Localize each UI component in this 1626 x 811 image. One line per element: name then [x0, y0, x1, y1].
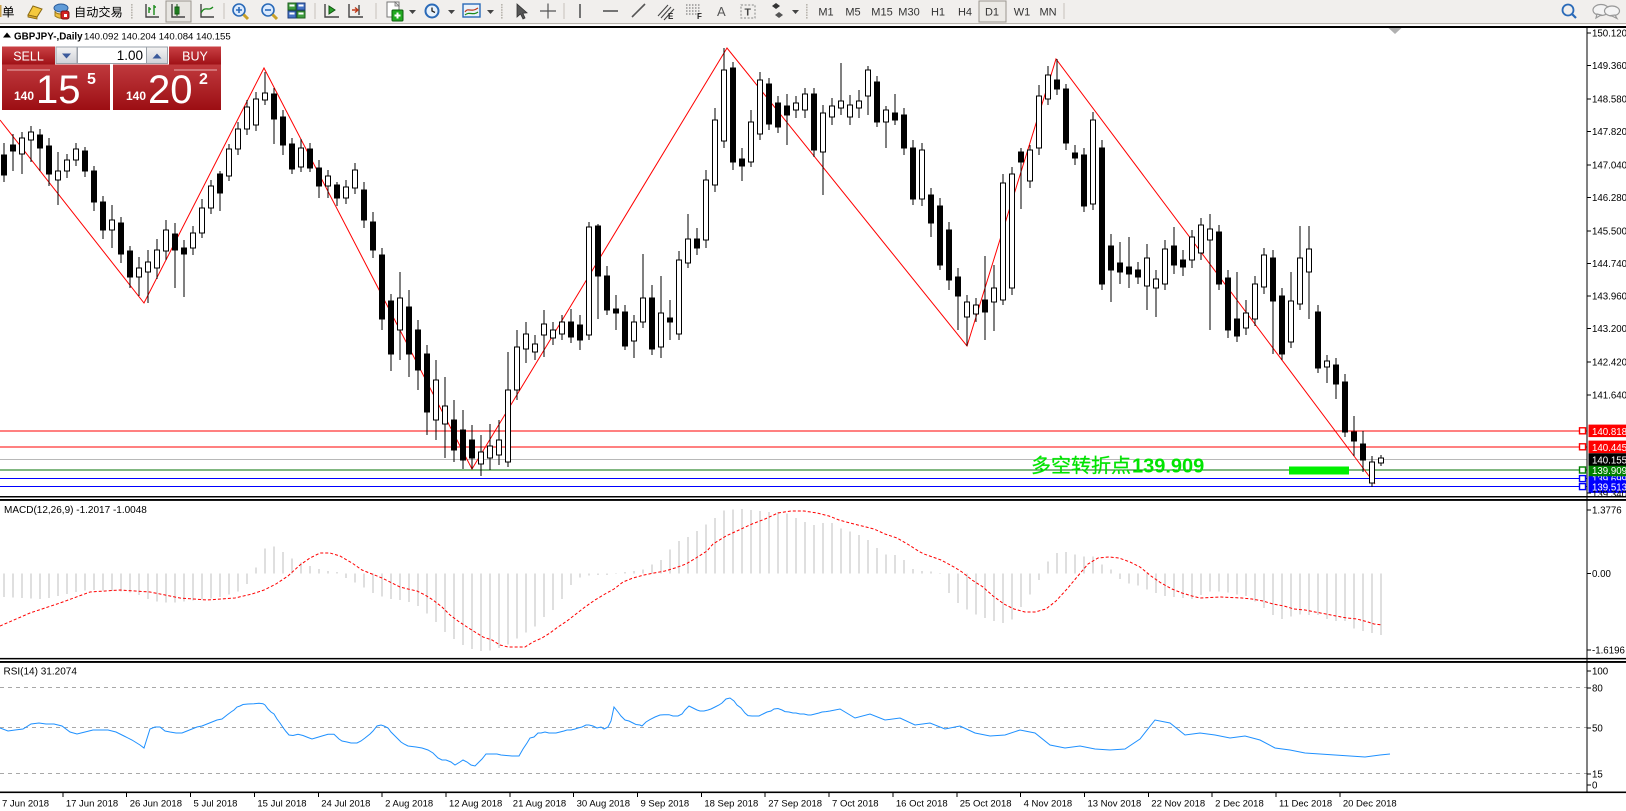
svg-text:5: 5	[87, 71, 96, 88]
svg-text:7 Jun 2018: 7 Jun 2018	[2, 799, 49, 810]
svg-text:0: 0	[1592, 781, 1598, 792]
svg-text:15: 15	[36, 68, 81, 112]
svg-text:139.909: 139.909	[1592, 466, 1626, 477]
svg-text:143.960: 143.960	[1592, 292, 1626, 303]
svg-text:140: 140	[14, 89, 34, 103]
svg-text:25 Oct 2018: 25 Oct 2018	[960, 799, 1012, 810]
svg-text:143.200: 143.200	[1592, 324, 1626, 335]
svg-text:2 Dec 2018: 2 Dec 2018	[1215, 799, 1264, 810]
svg-text:RSI(14) 31.2074: RSI(14) 31.2074	[4, 667, 78, 678]
svg-text:H1: H1	[931, 7, 945, 19]
svg-text:100: 100	[1592, 667, 1609, 678]
svg-text:E: E	[668, 12, 674, 21]
svg-text:139.909: 139.909	[1132, 456, 1204, 478]
svg-text:20 Dec 2018: 20 Dec 2018	[1343, 799, 1397, 810]
svg-text:H4: H4	[958, 7, 972, 19]
svg-text:16 Oct 2018: 16 Oct 2018	[896, 799, 948, 810]
svg-text:145.500: 145.500	[1592, 227, 1626, 238]
svg-text:26 Jun 2018: 26 Jun 2018	[130, 799, 182, 810]
svg-text:144.740: 144.740	[1592, 259, 1626, 270]
svg-text:9 Sep 2018: 9 Sep 2018	[641, 799, 690, 810]
svg-text:140.818: 140.818	[1592, 427, 1626, 438]
svg-text:2 Aug 2018: 2 Aug 2018	[385, 799, 433, 810]
svg-text:T: T	[745, 7, 752, 19]
svg-text:SELL: SELL	[13, 50, 44, 64]
svg-text:M15: M15	[871, 7, 892, 19]
svg-text:MACD(12,26,9) -1.2017 -1.0048: MACD(12,26,9) -1.2017 -1.0048	[4, 505, 147, 516]
svg-text:M5: M5	[845, 7, 860, 19]
svg-text:27 Sep 2018: 27 Sep 2018	[768, 799, 822, 810]
svg-text:12 Aug 2018: 12 Aug 2018	[449, 799, 502, 810]
svg-text:147.820: 147.820	[1592, 127, 1626, 138]
svg-text:0.00: 0.00	[1592, 569, 1611, 580]
svg-text:140.445: 140.445	[1592, 443, 1626, 454]
svg-text:M1: M1	[818, 7, 833, 19]
svg-text:1.3776: 1.3776	[1592, 506, 1622, 517]
svg-text:15 Jul 2018: 15 Jul 2018	[257, 799, 306, 810]
svg-text:-1.6196: -1.6196	[1592, 646, 1625, 657]
svg-text:139.513: 139.513	[1592, 483, 1626, 494]
svg-text:140.092 140.204 140.084 140.15: 140.092 140.204 140.084 140.155	[84, 32, 231, 43]
svg-text:15: 15	[1592, 770, 1603, 781]
svg-text:7 Oct 2018: 7 Oct 2018	[832, 799, 878, 810]
svg-text:147.040: 147.040	[1592, 161, 1626, 172]
svg-text:20: 20	[148, 68, 193, 112]
svg-text:MN: MN	[1039, 7, 1056, 19]
svg-text:13 Nov 2018: 13 Nov 2018	[1087, 799, 1141, 810]
svg-text:D1: D1	[985, 7, 999, 19]
svg-text:5 Jul 2018: 5 Jul 2018	[194, 799, 238, 810]
svg-text:2: 2	[199, 71, 208, 88]
svg-text:18 Sep 2018: 18 Sep 2018	[704, 799, 758, 810]
svg-text:W1: W1	[1014, 7, 1031, 19]
svg-text:50: 50	[1592, 724, 1603, 735]
svg-text:11 Dec 2018: 11 Dec 2018	[1279, 799, 1332, 810]
svg-text:17 Jun 2018: 17 Jun 2018	[66, 799, 118, 810]
svg-text:22 Nov 2018: 22 Nov 2018	[1151, 799, 1205, 810]
svg-text:BUY: BUY	[182, 50, 208, 64]
svg-text:30 Aug 2018: 30 Aug 2018	[577, 799, 630, 810]
svg-text:A: A	[717, 4, 726, 19]
svg-text:140: 140	[126, 89, 146, 103]
svg-text:140.155: 140.155	[1592, 455, 1626, 466]
svg-text:149.360: 149.360	[1592, 61, 1626, 72]
svg-text:GBPJPY-,Daily: GBPJPY-,Daily	[14, 32, 83, 43]
svg-text:146.280: 146.280	[1592, 193, 1626, 204]
svg-text:141.640: 141.640	[1592, 391, 1626, 402]
svg-text:142.420: 142.420	[1592, 358, 1626, 369]
svg-text:139.340: 139.340	[1592, 490, 1626, 501]
svg-text:148.580: 148.580	[1592, 95, 1626, 106]
svg-text:139.699: 139.699	[1592, 475, 1626, 486]
svg-text:150.120: 150.120	[1592, 29, 1626, 40]
svg-text:21 Aug 2018: 21 Aug 2018	[513, 799, 566, 810]
svg-text:24 Jul 2018: 24 Jul 2018	[321, 799, 370, 810]
svg-text:4 Nov 2018: 4 Nov 2018	[1024, 799, 1073, 810]
svg-text:M30: M30	[898, 7, 919, 19]
svg-text:1.00: 1.00	[117, 48, 143, 63]
svg-text:F: F	[697, 12, 702, 21]
svg-text:80: 80	[1592, 684, 1603, 695]
